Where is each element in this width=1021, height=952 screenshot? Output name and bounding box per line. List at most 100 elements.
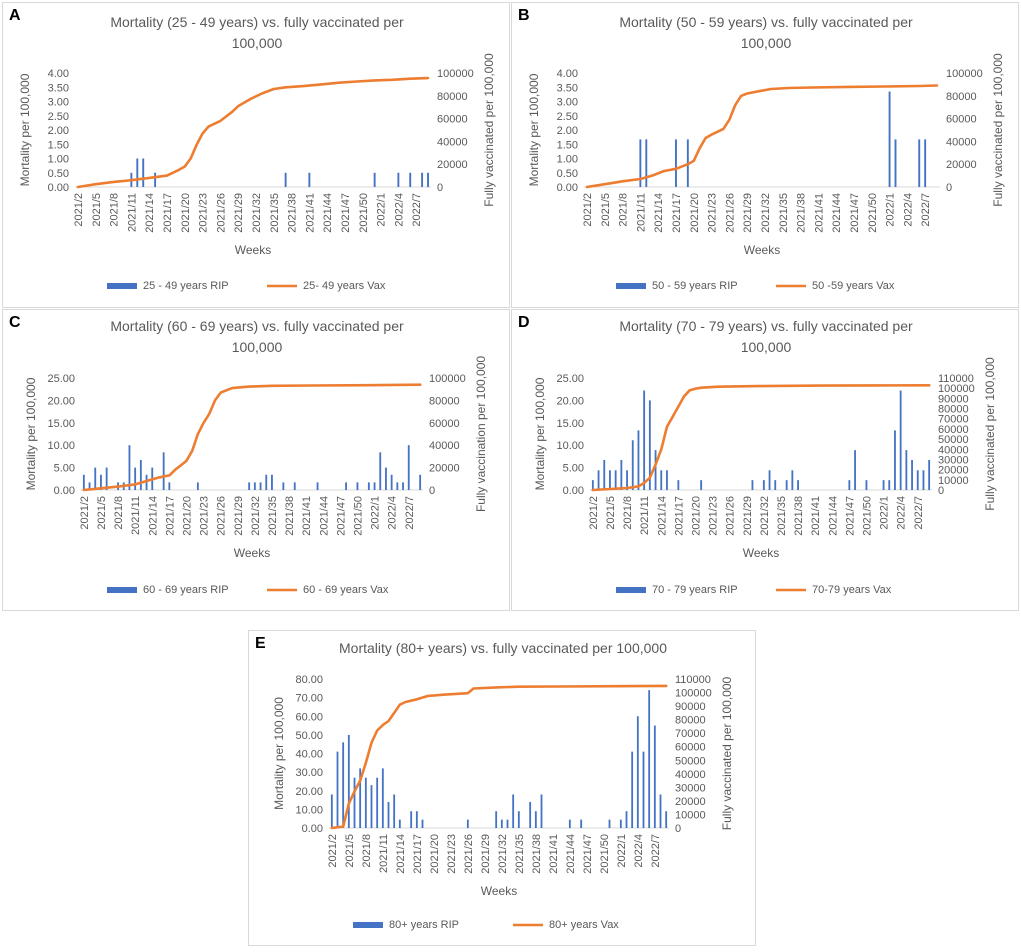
mortality-bar: [653, 725, 656, 828]
mortality-bar: [918, 139, 921, 187]
mortality-bar: [922, 470, 925, 490]
mortality-bar: [359, 768, 362, 828]
mortality-bar: [540, 794, 543, 828]
y-tick-label: 50.00: [295, 730, 323, 742]
mortality-bar: [397, 172, 400, 187]
mortality-bar: [330, 794, 333, 828]
mortality-bar: [347, 734, 350, 828]
y2-tick-label: 80000: [938, 404, 969, 416]
x-tick-label: 2021/26: [216, 496, 228, 536]
legend-label-rip: 60 - 69 years RIP: [143, 584, 229, 596]
y-tick-label: 10.00: [295, 804, 323, 816]
x-tick-label: 2021/26: [463, 834, 475, 874]
mortality-bar: [659, 794, 662, 828]
x-tick-label: 2021/8: [109, 193, 121, 227]
y2-tick-label: 40000: [429, 440, 460, 452]
x-tick-label: 2022/1: [879, 496, 891, 530]
mortality-bar: [139, 459, 142, 490]
y-tick-label: 0.50: [48, 168, 69, 180]
mortality-bar: [626, 470, 628, 490]
mortality-bar: [390, 474, 393, 490]
x-tick-label: 2021/32: [250, 496, 262, 536]
mortality-bar: [353, 777, 356, 828]
legend-label-vax: 80+ years Vax: [549, 919, 619, 931]
y2-tick-label: 40000: [946, 136, 977, 148]
x-tick-label: 2021/20: [689, 193, 701, 233]
mortality-bar: [265, 474, 268, 490]
x-tick-label: 2021/32: [760, 193, 772, 233]
mortality-bar: [751, 480, 754, 490]
y-tick-label: 2.00: [48, 125, 69, 137]
y2-tick-label: 100000: [437, 68, 474, 80]
mortality-bar: [381, 768, 384, 828]
mortality-bar: [916, 470, 919, 490]
y2-tick-label: 20000: [938, 465, 969, 477]
x-tick-label: 2022/7: [920, 193, 932, 227]
mortality-bar: [421, 819, 424, 828]
mortality-bar: [500, 819, 503, 828]
legend-swatch-bar: [107, 587, 137, 593]
vaccination-line: [585, 84, 939, 189]
mortality-bar: [364, 777, 367, 828]
y-tick-label: 40.00: [295, 749, 323, 761]
mortality-bar: [905, 450, 908, 490]
mortality-bar: [774, 480, 777, 490]
y2-tick-label: 90000: [938, 393, 969, 405]
x-tick-label: 2021/44: [831, 193, 843, 233]
mortality-bar: [402, 482, 404, 490]
y2-tick-label: 50000: [675, 755, 706, 767]
chart-title: Mortality (80+ years) vs. fully vaccinat…: [339, 640, 667, 656]
x-tick-label: 2021/8: [618, 193, 630, 227]
mortality-bar: [911, 459, 913, 490]
x-axis-title: Weeks: [235, 243, 271, 257]
x-tick-label: 2021/2: [73, 193, 85, 227]
x-tick-label: 2021/38: [793, 496, 805, 536]
y-tick-label: 5.00: [54, 463, 75, 475]
y-tick-label: 20.00: [47, 395, 75, 407]
y-tick-label: 4.00: [557, 68, 578, 80]
y-tick-label: 4.00: [48, 68, 69, 80]
mortality-bar: [282, 482, 285, 490]
mortality-bar: [700, 480, 703, 490]
panel-label: A: [9, 7, 21, 24]
mortality-bar: [677, 480, 680, 490]
x-tick-label: 2021/38: [287, 193, 299, 233]
y2-tick-label: 90000: [675, 701, 706, 713]
mortality-bar: [396, 482, 399, 490]
x-tick-label: 2022/7: [411, 193, 423, 227]
mortality-bar: [924, 139, 927, 187]
mortality-bar: [293, 482, 296, 490]
x-tick-label: 2021/41: [301, 496, 313, 536]
y-tick-label: 3.00: [557, 97, 578, 109]
y-tick-label: 2.00: [557, 125, 578, 137]
x-tick-label: 2021/11: [639, 496, 651, 535]
mortality-bar: [517, 811, 520, 828]
x-tick-label: 2021/11: [378, 834, 390, 873]
mortality-bar: [642, 751, 645, 828]
x-tick-label: 2021/50: [861, 496, 873, 536]
mortality-bar: [105, 467, 108, 490]
mortality-bar: [82, 474, 85, 490]
y2-tick-label: 30000: [675, 782, 706, 794]
y2-tick-label: 60000: [946, 114, 977, 126]
chart-panel-b: B Mortality (50 - 59 years) vs. fully va…: [511, 2, 1019, 308]
y2-tick-label: 0: [437, 182, 443, 194]
y-tick-label: 20.00: [556, 395, 584, 407]
mortality-bar: [128, 445, 131, 490]
mortality-bar: [427, 172, 429, 187]
x-tick-label: 2021/23: [199, 496, 211, 536]
mortality-bar: [398, 819, 401, 828]
x-tick-label: 2021/41: [304, 193, 316, 233]
x-tick-label: 2021/41: [810, 496, 822, 536]
x-tick-label: 2021/35: [267, 496, 279, 536]
mortality-bar: [100, 474, 102, 490]
y-axis-title: Mortality per 100,000: [533, 377, 547, 490]
mortality-bar: [512, 794, 515, 828]
mortality-bar: [373, 482, 376, 490]
mortality-bar: [308, 172, 311, 187]
y2-tick-label: 40000: [938, 444, 969, 456]
mortality-bar: [654, 450, 657, 490]
legend-swatch-bar: [353, 922, 383, 928]
mortality-bar: [336, 751, 339, 828]
y-tick-label: 3.00: [48, 97, 69, 109]
